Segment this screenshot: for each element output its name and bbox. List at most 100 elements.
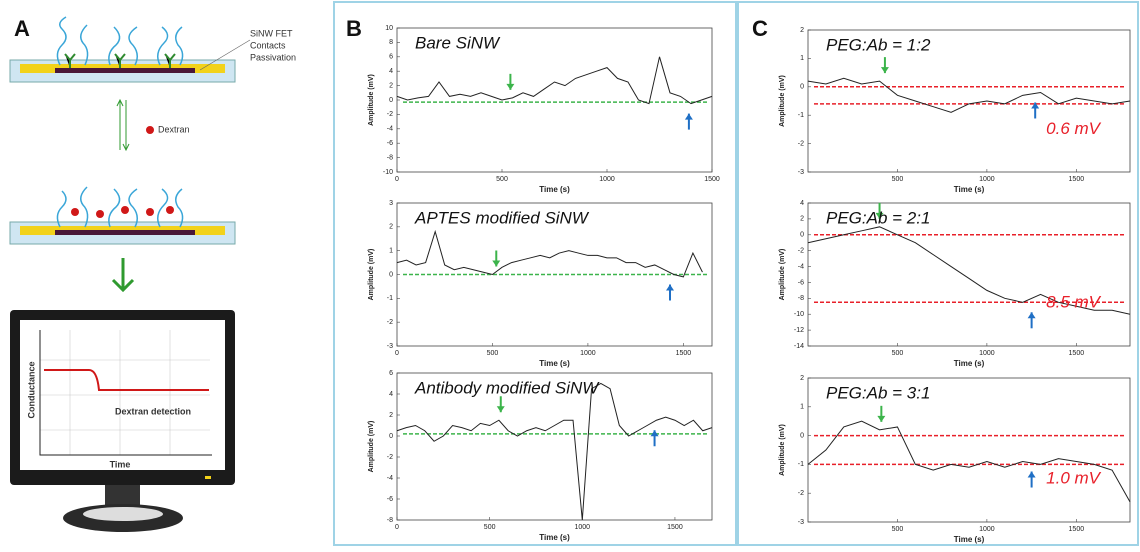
event-arrow: [1031, 102, 1040, 119]
y-tick-label: -4: [387, 126, 393, 133]
y-tick-label: 10: [385, 25, 393, 32]
event-arrow: [666, 284, 674, 301]
monitor-caption: Dextran detection: [115, 406, 191, 416]
annotation: PEG:Ab = 1:2: [826, 35, 931, 54]
label: SiNW FET: [250, 28, 293, 38]
y-tick-label: 2: [389, 82, 393, 89]
x-axis-label: Time (s): [539, 185, 570, 194]
y-tick-label: 2: [800, 27, 804, 34]
y-tick-label: -1: [798, 112, 804, 119]
x-tick-label: 1000: [979, 526, 995, 533]
trace: [396, 229, 703, 278]
y-tick-label: 4: [389, 68, 393, 75]
y-tick-label: 0: [389, 97, 393, 104]
x-tick-label: 1000: [580, 350, 596, 357]
x-tick-label: 1500: [1069, 350, 1085, 357]
plot-frame: [807, 202, 1131, 347]
event-arrow: [496, 396, 505, 413]
annotation: Antibody modified SiNW: [414, 378, 600, 397]
event-arrow: [875, 202, 884, 219]
y-tick-label: 0: [389, 271, 393, 278]
x-tick-label: 1500: [1069, 176, 1085, 183]
x-tick-label: 500: [487, 350, 499, 357]
y-tick-label: -3: [798, 519, 804, 526]
event-arrow: [1027, 471, 1036, 488]
event-arrow: [492, 250, 501, 267]
x-tick-label: 0: [395, 524, 399, 531]
panel-b-frame: [333, 1, 737, 546]
arrow-head: [684, 113, 693, 120]
arrow-head: [650, 430, 659, 437]
y-tick-label: -10: [794, 311, 804, 318]
trace: [807, 77, 1131, 113]
event-arrow: [880, 57, 889, 74]
y-tick-label: -4: [387, 475, 393, 482]
panel-letter: C: [752, 16, 768, 41]
difference-label: 8.5 mV: [1046, 293, 1102, 312]
difference-label: 1.0 mV: [1046, 468, 1102, 487]
event-arrow: [684, 113, 693, 130]
y-tick-label: 2: [800, 216, 804, 223]
x-tick-label: 1500: [676, 350, 692, 357]
x-tick-label: 1500: [667, 524, 683, 531]
trace: [807, 226, 1131, 315]
y-tick-label: -2: [387, 111, 393, 118]
y-tick-label: 3: [389, 200, 393, 207]
monitor-xlabel: Time: [110, 459, 131, 469]
arrow-head: [492, 260, 501, 267]
difference-label: 0.6 mV: [1046, 119, 1102, 138]
plot-frame: [807, 377, 1131, 523]
y-tick-label: -8: [798, 295, 804, 302]
y-tick-label: -6: [798, 279, 804, 286]
y-tick-label: -3: [798, 169, 804, 176]
annotation: PEG:Ab = 2:1: [826, 208, 930, 227]
y-tick-label: 6: [389, 370, 393, 377]
label: Contacts: [250, 40, 286, 50]
label: Dextran: [158, 124, 190, 134]
label: Passivation: [250, 52, 296, 62]
x-axis-label: Time (s): [539, 533, 570, 542]
arrow-head: [877, 415, 886, 422]
arrow-head: [880, 67, 889, 74]
x-tick-label: 500: [892, 526, 904, 533]
y-tick-label: 2: [800, 375, 804, 382]
y-tick-label: -8: [387, 154, 393, 161]
arrow-head: [1027, 312, 1036, 319]
trace: [396, 56, 713, 105]
x-tick-label: 1500: [1069, 526, 1085, 533]
arrow-head: [875, 212, 884, 219]
y-tick-label: -2: [798, 248, 804, 255]
plot-frame: [396, 372, 713, 521]
x-tick-label: 500: [892, 350, 904, 357]
trace: [807, 420, 1131, 503]
x-tick-label: 1000: [599, 176, 615, 183]
panel-letter: A: [14, 16, 30, 41]
panel-c-frame: [737, 1, 1139, 546]
y-axis-label: Amplitude (mV): [779, 424, 786, 476]
y-tick-label: 0: [800, 432, 804, 439]
x-axis-label: Time (s): [539, 359, 570, 368]
y-axis-label: Amplitude (mV): [779, 75, 786, 127]
x-tick-label: 500: [496, 176, 508, 183]
y-tick-label: 1: [800, 55, 804, 62]
arrow-head: [666, 284, 674, 291]
y-tick-label: 0: [800, 84, 804, 91]
x-tick-label: 1000: [979, 176, 995, 183]
y-axis-label: Amplitude (mV): [779, 249, 786, 301]
y-tick-label: -3: [387, 343, 393, 350]
event-arrow: [506, 73, 515, 90]
x-axis-label: Time (s): [954, 359, 985, 368]
annotation: PEG:Ab = 3:1: [826, 383, 930, 402]
y-tick-label: -4: [798, 263, 804, 270]
y-tick-label: -2: [798, 140, 804, 147]
y-tick-label: 6: [389, 54, 393, 61]
y-tick-label: 1: [800, 404, 804, 411]
y-tick-label: -8: [387, 517, 393, 524]
sensor-top: [9, 16, 251, 83]
y-tick-label: -2: [387, 454, 393, 461]
down-arrow: [111, 258, 135, 293]
y-tick-label: -2: [798, 490, 804, 497]
x-tick-label: 1500: [704, 176, 720, 183]
y-tick-label: 1: [389, 248, 393, 255]
